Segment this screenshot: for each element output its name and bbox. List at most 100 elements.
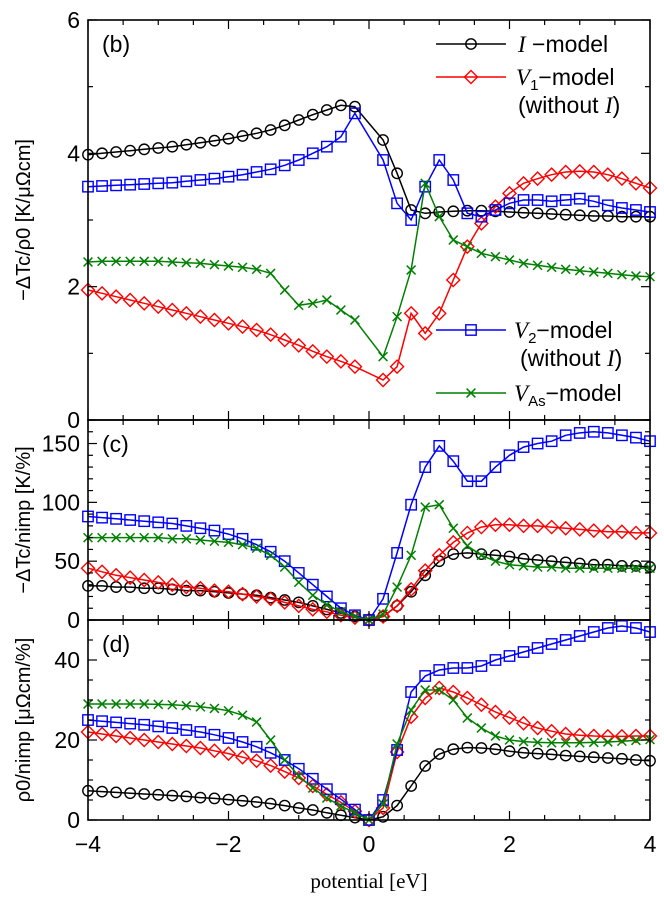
data-point-V1-b [277, 332, 293, 348]
series-line-V1-b [87, 170, 651, 381]
data-point-VAs-d [195, 701, 206, 712]
x-tick-labels: −4 −2 0 2 4 [75, 831, 657, 857]
data-point-I-b [278, 119, 291, 132]
data-point-VAs-b [237, 262, 248, 273]
x-tick-label: −2 [215, 831, 241, 857]
data-point-V1-b [122, 292, 138, 308]
data-point-V1-c [108, 567, 124, 583]
series-I-b [82, 99, 656, 223]
data-point-VAs-b [490, 251, 501, 262]
data-point-V1-d [108, 728, 124, 744]
data-point-I-c [278, 594, 291, 606]
data-point-VAs-d [546, 737, 557, 748]
data-point-V1-c [305, 601, 321, 617]
data-point-I-d [222, 793, 235, 806]
data-point-V1-c [319, 604, 335, 620]
data-point-V2-b [124, 178, 137, 191]
data-point-V2-c [96, 511, 108, 524]
data-point-VAs-c [139, 532, 150, 543]
legend-entry-VAs: VAs−model [436, 380, 622, 410]
data-point-VAs-b [476, 248, 487, 259]
data-point-V2-b [306, 147, 319, 160]
data-point-V1-b [628, 175, 644, 191]
legend-entry-V1: V1−model(without I) [436, 64, 620, 118]
data-point-VAs-d [307, 783, 318, 793]
data-point-V2-c [616, 429, 628, 442]
panel-label-b: (b) [102, 31, 130, 57]
x-tick-label: 2 [503, 831, 516, 857]
data-point-V1-b [178, 305, 194, 321]
data-point-V2-c [250, 538, 263, 551]
data-point-VAs-d [504, 735, 515, 745]
x-tick-label: 4 [644, 831, 657, 857]
data-point-V1-c [389, 598, 405, 614]
data-point-V1-c [628, 525, 644, 541]
data-point-VAs-b [560, 264, 571, 275]
series-V2-b [82, 107, 656, 226]
data-point-VAs-b [195, 258, 206, 269]
data-point-V1-c [221, 584, 236, 600]
data-point-V2-c [517, 441, 530, 453]
data-point-VAs-d [616, 736, 627, 747]
data-point-VAs-c [434, 499, 445, 510]
data-point-V1-c [150, 574, 166, 590]
data-point-VAs-d [223, 705, 234, 716]
data-point-I-c [587, 558, 600, 571]
data-point-V1-b [530, 171, 546, 187]
y-axis-label-c: −ΔTc/nimp [K/%] [13, 446, 35, 593]
data-point-I-d [306, 804, 319, 816]
data-point-VAs-b [504, 255, 515, 265]
data-point-VAs-b [167, 257, 178, 267]
panels: 0 2 4 6 (b) −ΔTc/ρ0 [K/μΩcm] 0 50 100 150 (c) −ΔTc/… [13, 7, 658, 857]
data-point-VAs-b [420, 178, 431, 189]
data-point-I-d [180, 790, 193, 803]
data-point-V1-d [572, 727, 588, 743]
data-point-I-d [320, 806, 333, 819]
data-point-VAs-d [251, 717, 262, 727]
data-point-I-b [587, 210, 600, 222]
x-tick-label: 0 [363, 831, 376, 857]
data-point-VAs-b [307, 298, 318, 309]
data-point-V2-b [96, 180, 108, 192]
data-point-V2-b [391, 197, 403, 210]
data-point-V1-d [150, 734, 166, 750]
data-point-V2-d [559, 634, 572, 646]
panel-c: 0 50 100 150 (c) −ΔTc/nimp [K/%] [13, 419, 658, 633]
data-point-V1-c [263, 591, 279, 607]
data-point-I-b [194, 136, 207, 149]
data-point-VAs-d [476, 723, 487, 733]
data-point-I-b [138, 143, 151, 156]
data-point-VAs-b [602, 268, 613, 279]
data-point-V2-c [559, 429, 572, 442]
data-point-VAs-b [293, 300, 304, 311]
data-point-VAs-b [251, 264, 262, 275]
data-point-V2-d [222, 732, 235, 744]
data-point-V2-b [320, 140, 333, 153]
data-point-V2-c [138, 515, 151, 528]
data-point-I-c [630, 559, 642, 572]
data-point-V1-d [333, 794, 349, 810]
data-point-I-d [264, 797, 277, 810]
data-point-VAs-d [293, 771, 304, 781]
data-point-VAs-d [349, 807, 360, 818]
data-point-I-d [405, 780, 418, 792]
data-point-I-b [545, 208, 558, 220]
data-point-VAs-c [209, 536, 220, 547]
data-point-I-d [573, 750, 586, 763]
data-point-I-d [545, 748, 558, 761]
data-point-VAs-c [392, 582, 403, 593]
legend-entry-V2: V2−model(without I) [436, 317, 622, 371]
data-point-VAs-c [307, 590, 318, 601]
data-point-V2-d [419, 670, 432, 682]
data-point-V2-b [630, 204, 642, 216]
y-tick-label-c: 0 [67, 607, 80, 633]
data-point-I-b [250, 127, 263, 140]
legend-label-I: I −model [517, 31, 608, 57]
data-point-I-c [124, 581, 137, 593]
data-point-I-c [517, 552, 530, 565]
data-point-V2-b [138, 178, 151, 190]
data-point-I-c [138, 582, 151, 595]
legend-marker-I [465, 38, 477, 50]
data-point-VAs-b [265, 268, 276, 279]
data-point-V2-b [278, 159, 291, 172]
